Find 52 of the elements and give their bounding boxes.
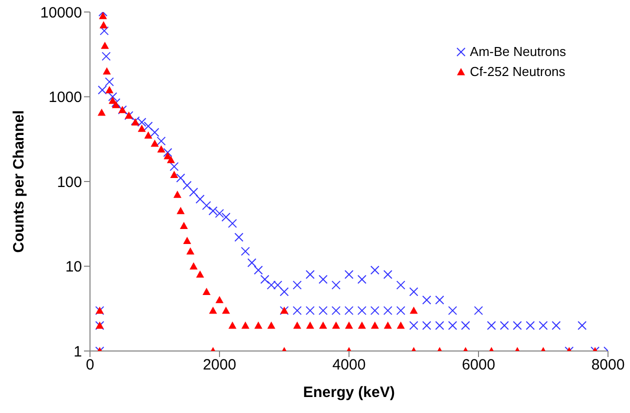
point [345, 321, 353, 329]
point [254, 321, 262, 329]
x-tick-label: 6000 [462, 356, 496, 374]
point [396, 321, 405, 329]
point [384, 321, 392, 329]
point [358, 321, 366, 329]
point [186, 247, 194, 255]
point [267, 321, 276, 329]
point [293, 321, 302, 329]
x-tick-label: 0 [86, 356, 94, 374]
y-axis-title: Counts per Channel [10, 110, 28, 253]
point [216, 296, 224, 304]
x-tick-label: 8000 [591, 356, 625, 374]
y-tick-label: 10 [65, 258, 82, 276]
point [228, 321, 236, 329]
point [112, 100, 120, 108]
point [410, 306, 418, 314]
y-tick-label: 1000 [48, 89, 82, 106]
x-tick-label: 2000 [202, 356, 236, 374]
y-tick-label: 100 [56, 174, 82, 191]
point [100, 21, 108, 28]
point [173, 190, 182, 198]
point [176, 206, 185, 214]
point [332, 321, 340, 329]
point [150, 140, 159, 147]
point [98, 108, 106, 116]
point [209, 306, 218, 314]
point [98, 12, 107, 20]
point [157, 145, 166, 152]
point [370, 321, 379, 329]
point [319, 321, 328, 329]
legend-label: Cf-252 Neutrons [470, 63, 566, 81]
point [180, 222, 188, 230]
point [100, 42, 109, 49]
point [105, 86, 114, 94]
point [190, 262, 198, 270]
point [306, 321, 314, 329]
point [102, 67, 111, 74]
x-tick-label: 4000 [332, 356, 366, 374]
point [241, 321, 250, 329]
point [138, 124, 146, 132]
y-tick-label: 1 [74, 343, 82, 360]
legend-label: Am-Be Neutrons [470, 43, 566, 61]
point [196, 270, 204, 278]
point [166, 156, 175, 164]
point [183, 236, 192, 244]
point [222, 306, 230, 314]
x-axis-title: Energy (keV) [303, 384, 395, 401]
point [170, 170, 178, 178]
point [144, 131, 152, 139]
point [202, 288, 211, 295]
y-tick-label: 10000 [40, 4, 82, 22]
